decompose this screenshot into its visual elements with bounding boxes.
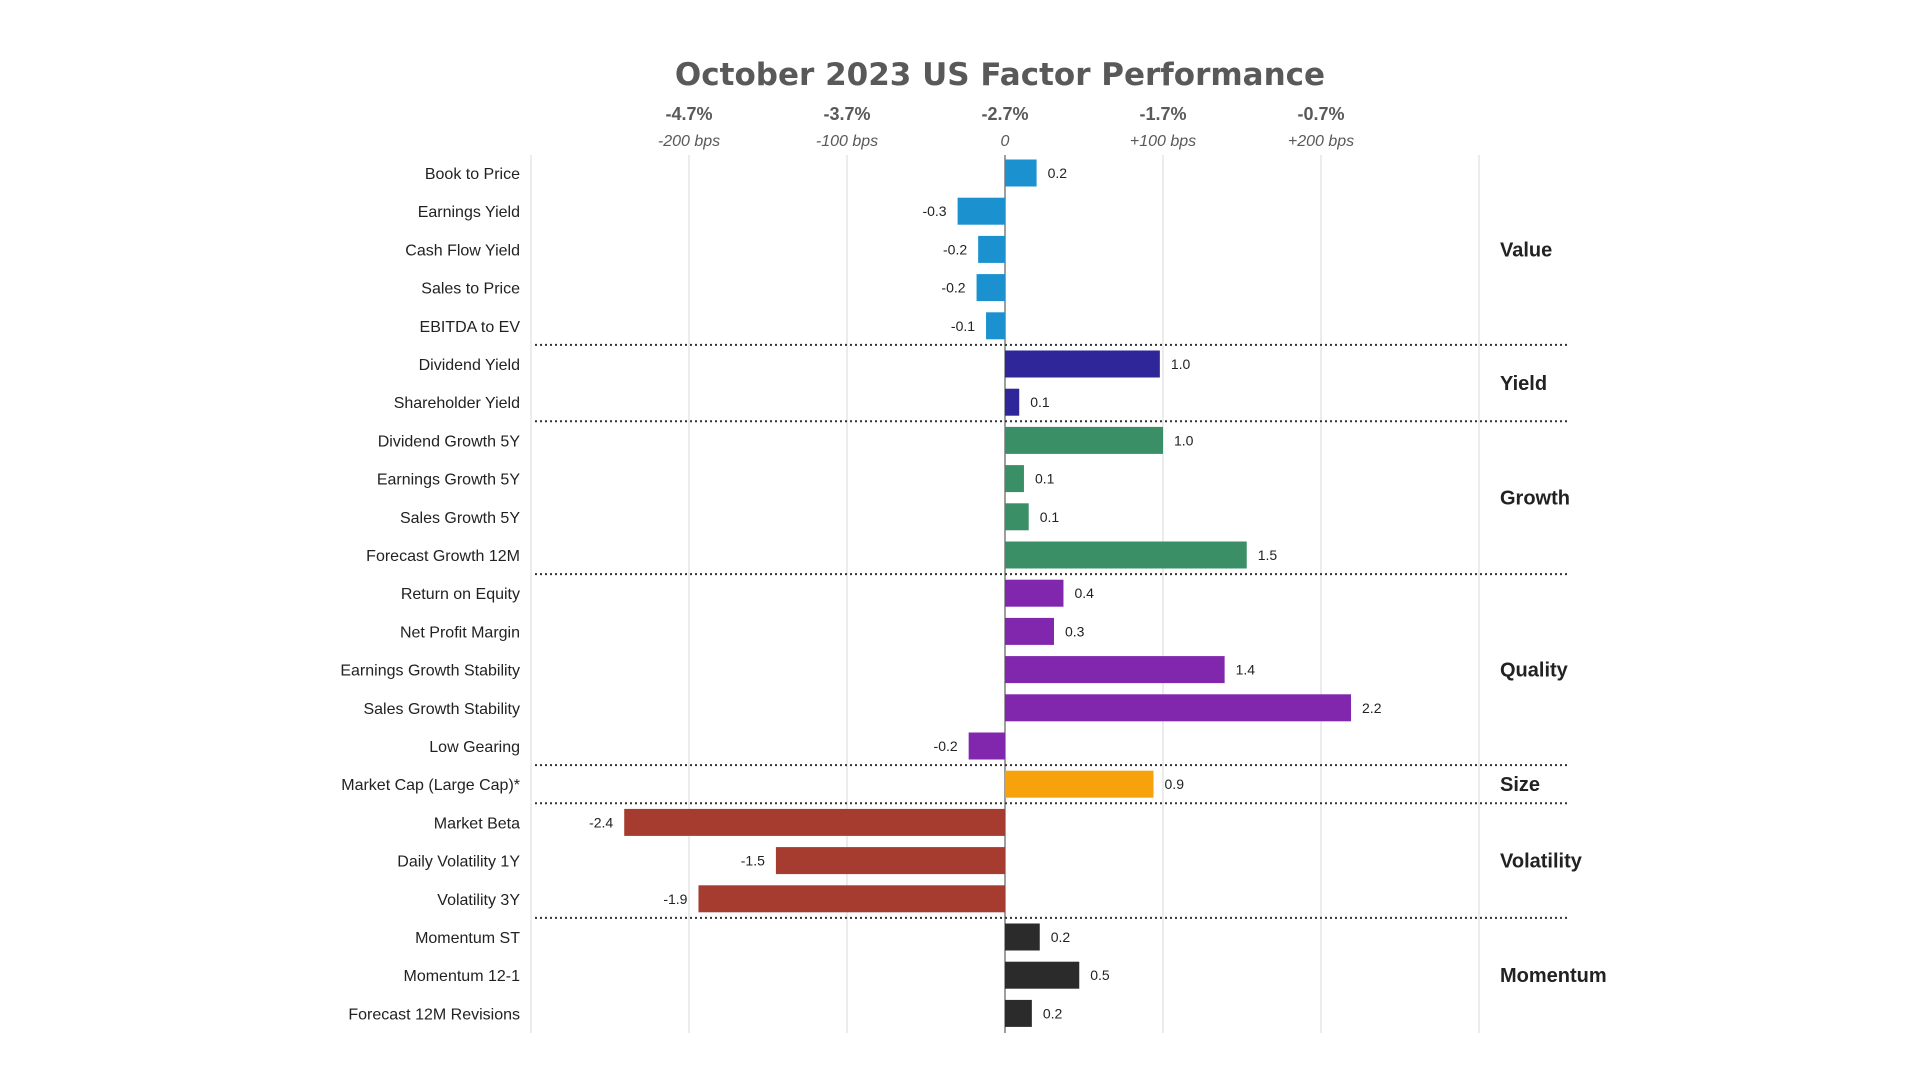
data-label: 0.4 (1074, 585, 1094, 601)
category-label: Momentum ST (415, 930, 520, 947)
data-label: 1.0 (1174, 432, 1194, 448)
bar (957, 197, 1005, 225)
data-label: 0.2 (1048, 165, 1068, 181)
data-label: 0.2 (1051, 929, 1071, 945)
data-label: -0.3 (922, 203, 946, 219)
bar (775, 847, 1005, 875)
group-label: Quality (1500, 660, 1569, 682)
group-label: Momentum (1500, 965, 1607, 987)
x-tick-label: -4.7% (665, 104, 712, 124)
group-label: Volatility (1500, 851, 1583, 873)
data-label: 1.5 (1258, 547, 1278, 563)
group-labels: Value Yield Growth Quality Size Volatility Mom… (1500, 239, 1607, 987)
data-label: 0.5 (1090, 967, 1110, 983)
bar (1005, 923, 1040, 951)
data-label: -2.4 (589, 814, 613, 830)
category-label: Momentum 12-1 (404, 968, 521, 985)
category-label: Book to Price (425, 166, 520, 183)
data-label: 0.1 (1035, 471, 1055, 487)
data-label: 2.2 (1362, 700, 1382, 716)
category-label: Earnings Growth 5Y (377, 472, 521, 489)
group-label: Yield (1500, 373, 1547, 395)
bar (1005, 503, 1029, 531)
bar (1005, 961, 1080, 989)
category-label: Sales to Price (421, 281, 520, 298)
bar (976, 274, 1005, 302)
data-label: -0.2 (934, 738, 958, 754)
bar (1005, 426, 1163, 454)
x-tick-label: -2.7% (981, 104, 1028, 124)
category-label: Low Gearing (429, 739, 520, 756)
data-label: -1.5 (741, 853, 765, 869)
x-tick-label: -0.7% (1297, 104, 1344, 124)
group-label: Growth (1500, 488, 1570, 510)
category-label: Dividend Growth 5Y (378, 433, 521, 450)
x-tick-label: -1.7% (1139, 104, 1186, 124)
category-label: Earnings Growth Stability (340, 663, 520, 680)
bar (1005, 579, 1064, 607)
category-label: Return on Equity (401, 586, 520, 603)
x-tick-sublabel: -100 bps (816, 133, 878, 150)
data-label: 0.1 (1040, 509, 1060, 525)
data-label: 1.0 (1171, 356, 1191, 372)
category-label: Volatility 3Y (437, 892, 520, 909)
x-tick-sublabel: +100 bps (1130, 133, 1196, 150)
bar (986, 312, 1005, 340)
bar (1005, 694, 1352, 722)
x-tick-label: -3.7% (823, 104, 870, 124)
data-label: 0.2 (1043, 1005, 1063, 1021)
bar (698, 885, 1005, 913)
data-label: 0.1 (1030, 394, 1050, 410)
group-label: Value (1500, 239, 1552, 261)
bar (978, 235, 1005, 263)
bar (1005, 541, 1247, 569)
bar (1005, 617, 1054, 645)
category-label: Market Cap (Large Cap)* (341, 777, 520, 794)
chart-title: October 2023 US Factor Performance (675, 57, 1325, 93)
bar (1005, 159, 1037, 187)
data-label: 0.9 (1165, 776, 1185, 792)
category-label: EBITDA to EV (420, 319, 521, 336)
data-label: -0.2 (943, 241, 967, 257)
bar (1005, 465, 1024, 493)
category-label: Forecast Growth 12M (366, 548, 520, 565)
data-label: -0.2 (941, 280, 965, 296)
x-tick-sublabel: -200 bps (658, 133, 720, 150)
category-label: Net Profit Margin (400, 624, 520, 641)
category-label: Sales Growth 5Y (400, 510, 520, 527)
data-label: -0.1 (951, 318, 975, 334)
category-label: Market Beta (434, 815, 520, 832)
bar (1005, 656, 1225, 684)
bar (624, 808, 1005, 836)
bar (1005, 770, 1154, 798)
x-tick-sublabel: 0 (1001, 133, 1010, 150)
data-label: -1.9 (663, 891, 687, 907)
category-label: Forecast 12M Revisions (348, 1006, 520, 1023)
x-axis-ticks: -4.7% -200 bps -3.7% -100 bps -2.7% 0 -1.7% +10… (658, 104, 1354, 150)
category-label: Sales Growth Stability (363, 701, 520, 718)
category-label: Cash Flow Yield (405, 242, 520, 259)
bar (1005, 999, 1032, 1027)
category-label: Shareholder Yield (394, 395, 520, 412)
data-label: 0.3 (1065, 623, 1085, 639)
category-label: Earnings Yield (418, 204, 520, 221)
x-tick-sublabel: +200 bps (1288, 133, 1354, 150)
category-label: Daily Volatility 1Y (397, 854, 520, 871)
bar (1005, 350, 1160, 378)
category-label: Dividend Yield (419, 357, 520, 374)
bar (1005, 388, 1020, 416)
bars-layer (624, 159, 1352, 1027)
category-labels: Book to Price 0.2 Earnings Yield -0.3 Cash F… (340, 165, 1381, 1023)
data-label: 1.4 (1236, 662, 1256, 678)
group-label: Size (1500, 774, 1540, 796)
bar (968, 732, 1005, 760)
